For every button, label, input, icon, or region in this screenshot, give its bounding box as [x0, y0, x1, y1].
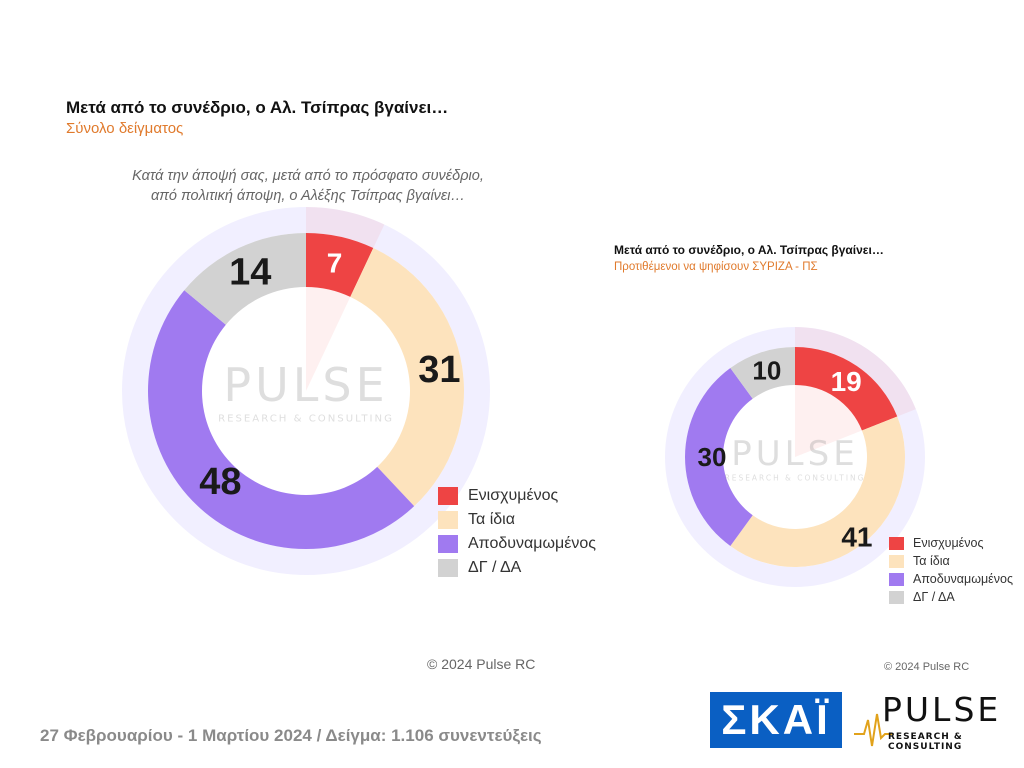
donut-slice-weakened — [147, 290, 415, 550]
legend-item-dont-know: ΔΓ / ΔΑ — [438, 556, 596, 580]
data-label-dont-know: 10 — [752, 355, 781, 385]
left-chart-title: Μετά από το συνέδριο, ο Αλ. Τσίπρας βγαί… — [66, 98, 449, 117]
pulse-logo-tagline: RESEARCH & CONSULTING — [888, 732, 963, 752]
legend-item-strengthened: Ενισχυμένος — [438, 484, 596, 508]
donut-slice-strengthened — [795, 347, 898, 431]
right-copyright: © 2024 Pulse RC — [884, 661, 970, 673]
data-label-weakened: 48 — [199, 461, 241, 503]
pulse-heartbeat-icon — [854, 713, 892, 747]
legend-item-strengthened: Ενισχυμένος — [889, 534, 1013, 552]
legend-item-same: Τα ίδια — [438, 508, 596, 532]
data-label-weakened: 30 — [698, 442, 727, 472]
survey-footer: 27 Φεβρουαρίου - 1 Μαρτίου 2024 / Δείγμα… — [40, 726, 542, 745]
skai-logo: ΣΚΑΪ — [710, 692, 842, 748]
legend-swatch — [438, 487, 458, 505]
donut-halo — [122, 207, 490, 575]
legend-label: Ενισχυμένος — [913, 536, 984, 550]
legend-label: Τα ίδια — [913, 554, 950, 568]
legend-swatch — [438, 511, 458, 529]
legend-label: ΔΓ / ΔΑ — [913, 590, 955, 604]
watermark-tagline: RESEARCH & CONSULTING — [725, 473, 866, 482]
legend-label: Αποδυναμωμένος — [468, 535, 596, 552]
pulse-logo-text: PULSE — [882, 690, 1002, 729]
pulse-watermark: PULSE RESEARCH & CONSULTING — [218, 358, 394, 425]
right-legend: Ενισχυμένος Τα ίδια Αποδυναμωμένος ΔΓ / … — [889, 534, 1013, 606]
legend-item-weakened: Αποδυναμωμένος — [438, 532, 596, 556]
donut-slice-same — [730, 416, 905, 567]
data-label-same: 41 — [841, 521, 872, 552]
data-label-dont-know: 14 — [229, 251, 271, 293]
watermark-brand: PULSE — [223, 358, 388, 412]
data-label-strengthened: 7 — [327, 248, 343, 279]
donut-slice-dont-know — [730, 347, 795, 399]
left-copyright: © 2024 Pulse RC — [427, 656, 536, 672]
watermark-tagline: RESEARCH & CONSULTING — [218, 414, 394, 425]
question-line-1: Κατά την άποψή σας, μετά από το πρόσφατο… — [132, 168, 484, 184]
donut-slice-dont-know — [184, 233, 306, 325]
legend-swatch — [889, 554, 904, 568]
legend-item-same: Τα ίδια — [889, 552, 1013, 570]
legend-label: ΔΓ / ΔΑ — [468, 559, 522, 576]
donut-slice-strengthened — [306, 233, 374, 297]
watermark-brand: PULSE — [731, 434, 858, 474]
left-chart-subtitle: Σύνολο δείγματος — [66, 120, 184, 137]
donut-chart-total-sample: 7 31 48 14 PULSE RESEARCH & CONSULTING — [122, 207, 490, 575]
donut-halo — [665, 327, 925, 587]
legend-swatch — [889, 536, 904, 550]
left-legend: Ενισχυμένος Τα ίδια Αποδυναμωμένος ΔΓ / … — [438, 484, 596, 580]
legend-label: Ενισχυμένος — [468, 487, 559, 504]
donut-slice-weakened — [685, 368, 753, 546]
legend-swatch — [438, 559, 458, 577]
legend-item-dont-know: ΔΓ / ΔΑ — [889, 588, 1013, 606]
legend-swatch — [438, 535, 458, 553]
question-text: Κατά την άποψή σας, μετά από το πρόσφατο… — [98, 166, 518, 206]
right-chart-subtitle: Προτιθέμενοι να ψηφίσουν ΣΥΡΙΖΑ - ΠΣ — [614, 261, 818, 273]
legend-swatch — [889, 572, 904, 586]
question-line-2: από πολιτική άποψη, ο Αλέξης Τσίπρας βγα… — [150, 188, 466, 204]
donut-slice-same — [350, 248, 464, 507]
right-chart-title: Μετά από το συνέδριο, ο Αλ. Τσίπρας βγαί… — [614, 243, 884, 257]
legend-label: Τα ίδια — [468, 511, 515, 528]
data-label-strengthened: 19 — [831, 366, 862, 397]
pulse-logo: PULSE RESEARCH & CONSULTING — [852, 690, 1002, 752]
legend-item-weakened: Αποδυναμωμένος — [889, 570, 1013, 588]
legend-label: Αποδυναμωμένος — [913, 572, 1013, 586]
data-label-same: 31 — [418, 349, 460, 391]
legend-swatch — [889, 590, 904, 604]
